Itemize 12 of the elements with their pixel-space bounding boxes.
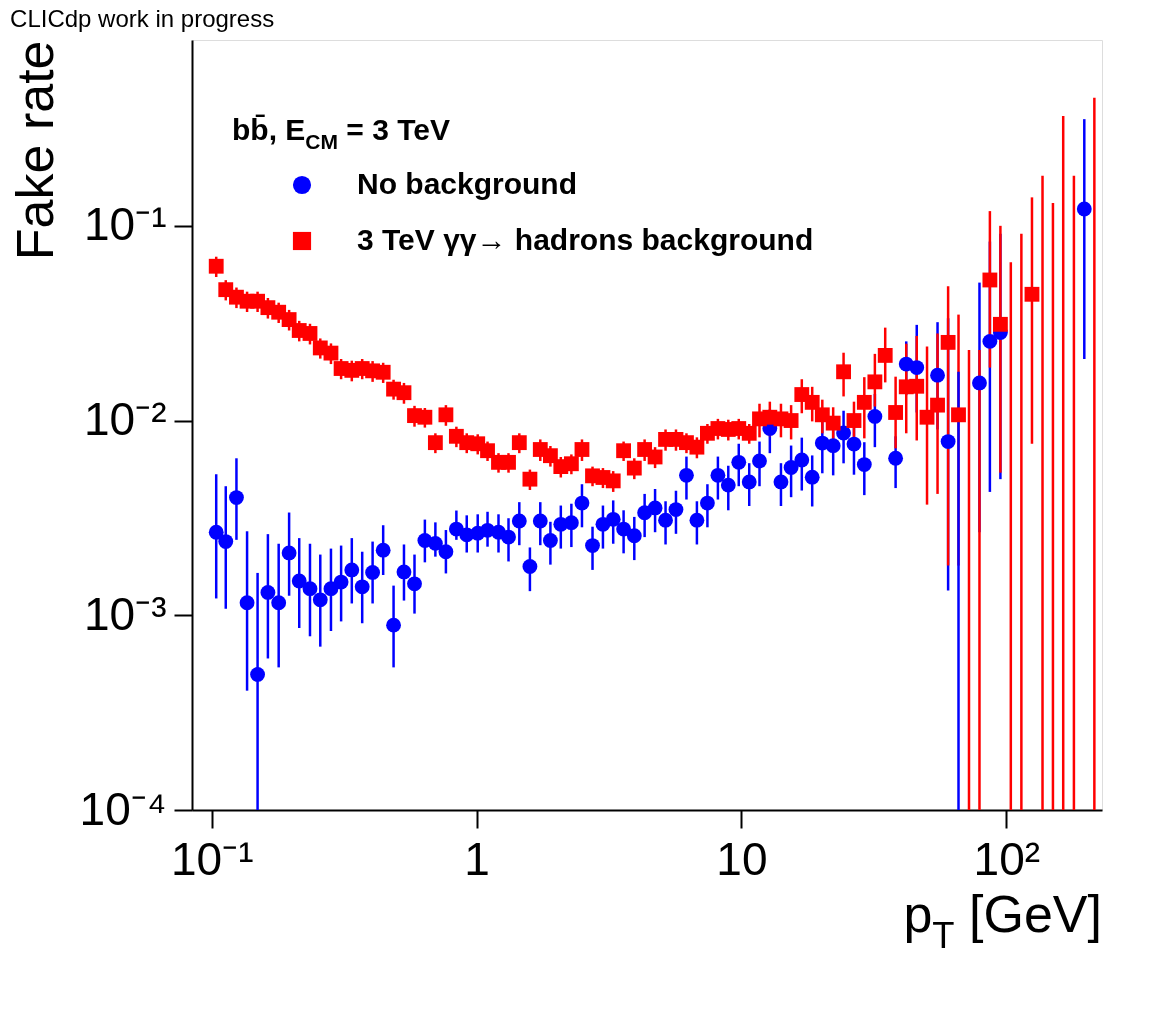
x-tick-label: 1: [464, 832, 490, 885]
y-axis-title: Fake rate: [5, 40, 64, 261]
x-tick-label: 10⁻¹: [170, 832, 254, 885]
x-tick-label: 10: [716, 832, 768, 885]
chart-title: CLICdp work in progress: [10, 5, 275, 32]
y-tick-label: 10⁻³: [84, 587, 167, 640]
y-tick-label: 10⁻¹: [84, 198, 167, 251]
y-tick-label: 10⁻²: [84, 393, 167, 446]
legend-label: 3 TeV γγ→ hadrons background: [357, 223, 814, 256]
legend-label: No background: [357, 167, 578, 200]
y-tick-label: 10⁻⁴: [79, 782, 167, 835]
x-tick-label: 10²: [973, 832, 1041, 885]
